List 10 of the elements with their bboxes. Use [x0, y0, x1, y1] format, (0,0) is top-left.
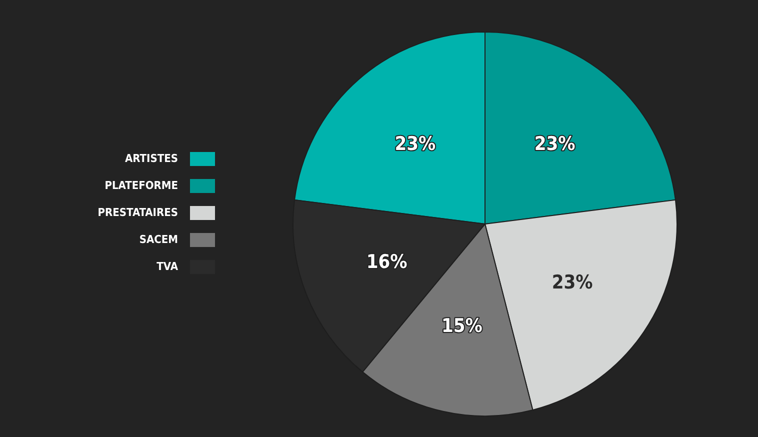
data-label: 23%: [394, 132, 436, 155]
data-label: 15%: [442, 315, 482, 338]
legend-label: PLATEFORME: [104, 179, 178, 192]
legend-label: TVA: [156, 260, 178, 274]
data-label: 23%: [534, 132, 576, 155]
legend-label: ARTISTES: [125, 152, 178, 166]
data-label: 23%: [552, 272, 593, 294]
legend-label: PRESTATAIRES: [98, 206, 178, 220]
data-label: 16%: [366, 251, 408, 274]
legend-label: SACEM: [139, 233, 178, 246]
